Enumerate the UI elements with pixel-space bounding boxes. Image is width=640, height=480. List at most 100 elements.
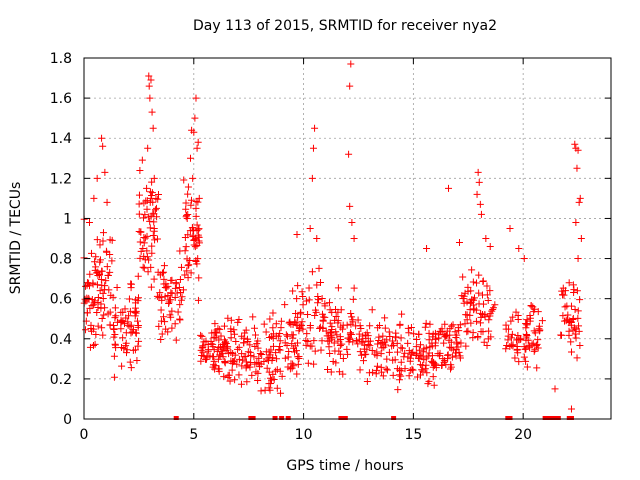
data-point bbox=[241, 329, 249, 337]
data-point bbox=[183, 255, 191, 263]
data-point bbox=[184, 190, 192, 198]
data-point bbox=[99, 331, 107, 339]
data-point bbox=[334, 308, 342, 316]
data-point bbox=[522, 324, 530, 332]
data-point bbox=[571, 330, 579, 338]
data-point bbox=[514, 336, 522, 344]
data-point bbox=[247, 358, 255, 366]
data-point bbox=[332, 328, 340, 336]
data-point bbox=[523, 332, 531, 340]
zero-markers bbox=[173, 416, 574, 420]
y-tick-label: 0.2 bbox=[50, 372, 72, 388]
data-point bbox=[449, 321, 457, 329]
data-point bbox=[92, 263, 100, 271]
data-point bbox=[377, 368, 385, 376]
data-point bbox=[302, 337, 310, 345]
data-point bbox=[416, 371, 424, 379]
data-point bbox=[197, 346, 205, 354]
data-point bbox=[446, 365, 454, 373]
data-point bbox=[464, 327, 472, 335]
x-tick-label: 0 bbox=[80, 427, 89, 443]
data-point bbox=[201, 355, 209, 363]
data-point bbox=[146, 94, 154, 102]
data-point bbox=[419, 348, 427, 356]
data-point bbox=[401, 365, 409, 373]
data-point bbox=[289, 331, 297, 339]
data-point bbox=[150, 174, 158, 182]
data-point bbox=[486, 243, 494, 251]
data-point bbox=[475, 300, 483, 308]
data-point bbox=[529, 339, 537, 347]
data-point bbox=[393, 339, 401, 347]
data-point bbox=[246, 363, 254, 371]
data-point bbox=[461, 320, 469, 328]
data-point bbox=[225, 350, 233, 358]
data-point bbox=[567, 338, 575, 346]
data-point bbox=[230, 326, 238, 334]
data-point bbox=[463, 328, 471, 336]
data-point bbox=[393, 348, 401, 356]
data-point bbox=[176, 315, 184, 323]
data-point bbox=[146, 224, 154, 232]
data-point bbox=[348, 218, 356, 226]
data-point bbox=[240, 353, 248, 361]
data-point bbox=[455, 239, 463, 247]
data-point bbox=[299, 292, 307, 300]
data-point bbox=[517, 335, 525, 343]
data-point bbox=[85, 218, 93, 226]
data-point bbox=[292, 319, 300, 327]
data-point bbox=[407, 324, 415, 332]
data-point bbox=[193, 144, 201, 152]
data-point bbox=[327, 328, 335, 336]
data-point bbox=[505, 325, 513, 333]
data-point bbox=[527, 302, 535, 310]
data-point bbox=[276, 343, 284, 351]
data-point bbox=[326, 349, 334, 357]
zero-value-marker bbox=[250, 416, 256, 420]
data-point bbox=[141, 234, 149, 242]
data-point bbox=[262, 328, 270, 336]
data-point bbox=[192, 198, 200, 206]
data-point bbox=[149, 231, 157, 239]
data-point bbox=[413, 335, 421, 343]
data-point bbox=[91, 340, 99, 348]
data-point bbox=[242, 326, 250, 334]
data-point bbox=[452, 333, 460, 341]
data-point bbox=[286, 365, 294, 373]
data-point bbox=[148, 178, 156, 186]
data-point bbox=[135, 191, 143, 199]
data-point bbox=[432, 364, 440, 372]
data-point bbox=[456, 321, 464, 329]
y-tick-label: 0 bbox=[63, 412, 72, 428]
data-point bbox=[392, 329, 400, 337]
data-point bbox=[314, 293, 322, 301]
data-point bbox=[96, 241, 104, 249]
data-point bbox=[229, 357, 237, 365]
data-point bbox=[474, 333, 482, 341]
data-point bbox=[469, 278, 477, 286]
data-point bbox=[576, 342, 584, 350]
data-point bbox=[88, 249, 96, 257]
data-point bbox=[127, 364, 135, 372]
data-point bbox=[273, 384, 281, 392]
data-point bbox=[143, 205, 151, 213]
data-point bbox=[192, 94, 200, 102]
data-point bbox=[90, 301, 98, 309]
data-point bbox=[111, 304, 119, 312]
data-point bbox=[106, 321, 114, 329]
data-point bbox=[291, 348, 299, 356]
data-point bbox=[354, 316, 362, 324]
data-point bbox=[98, 324, 106, 332]
data-point bbox=[250, 324, 258, 332]
data-point bbox=[194, 198, 202, 206]
data-point bbox=[413, 373, 421, 381]
data-point bbox=[149, 124, 157, 132]
data-point bbox=[523, 363, 531, 371]
data-point bbox=[350, 235, 358, 242]
data-point bbox=[401, 349, 409, 357]
data-point bbox=[377, 340, 385, 348]
data-point bbox=[522, 357, 530, 365]
data-point bbox=[426, 320, 434, 328]
data-point bbox=[372, 370, 380, 378]
data-point bbox=[565, 279, 573, 287]
